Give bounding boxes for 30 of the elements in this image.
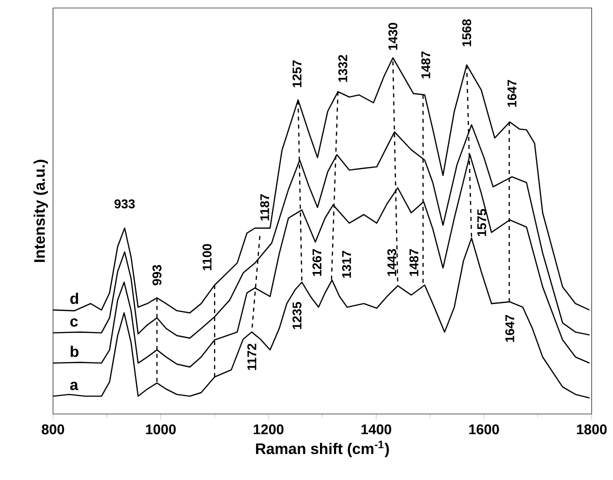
x-tick-label: 1400 [362,424,392,434]
x-tick-label: 1800 [576,424,607,434]
annotation: 1187 [260,194,270,220]
annotation: 1575 [477,209,486,236]
series-label: b [70,346,78,358]
annotation: 1332 [338,54,348,82]
x-axis-title: Raman shift (cm$^{-1}$) [256,440,389,458]
text: 1568 [462,19,472,46]
x-tick-label: 1000 [146,424,176,434]
annotation: 1172 [247,344,256,370]
annotation: 1317 [342,250,352,278]
annotation: 1267 [312,249,322,276]
series-label: d [70,292,78,304]
annotation: 933 [114,199,135,208]
x-tick-label: 1600 [469,424,499,434]
annotation: 1487 [421,51,430,78]
annotation: 1647 [507,80,516,107]
series-label: a [70,382,78,390]
annotation: 1647 [505,315,514,342]
series-label: c [70,318,78,327]
annotation: 993 [152,265,162,286]
y-axis-title: Intensity (a.u.) [34,160,48,262]
annotation: 1487 [409,249,418,276]
annotation: 1443 [387,249,396,276]
annotation: 1100 [202,244,212,270]
annotation: 1235 [292,302,302,329]
text: 1430 [388,22,398,50]
x-tick-label: 1200 [254,424,284,434]
annotation: 1257 [292,60,302,88]
x-tick-label: 800 [42,424,64,434]
